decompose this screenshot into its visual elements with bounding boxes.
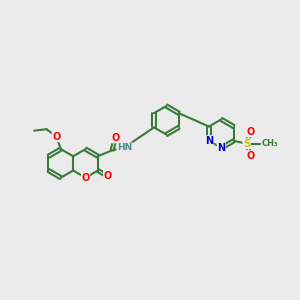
Text: O: O — [111, 133, 119, 143]
Text: O: O — [52, 132, 61, 142]
Text: CH₃: CH₃ — [261, 139, 278, 148]
Text: HN: HN — [117, 143, 132, 152]
Text: N: N — [217, 143, 225, 153]
Text: O: O — [81, 172, 90, 183]
Text: N: N — [205, 136, 213, 146]
Text: O: O — [103, 171, 112, 181]
Text: O: O — [246, 151, 254, 160]
Text: S: S — [243, 139, 250, 149]
Text: O: O — [246, 127, 254, 137]
